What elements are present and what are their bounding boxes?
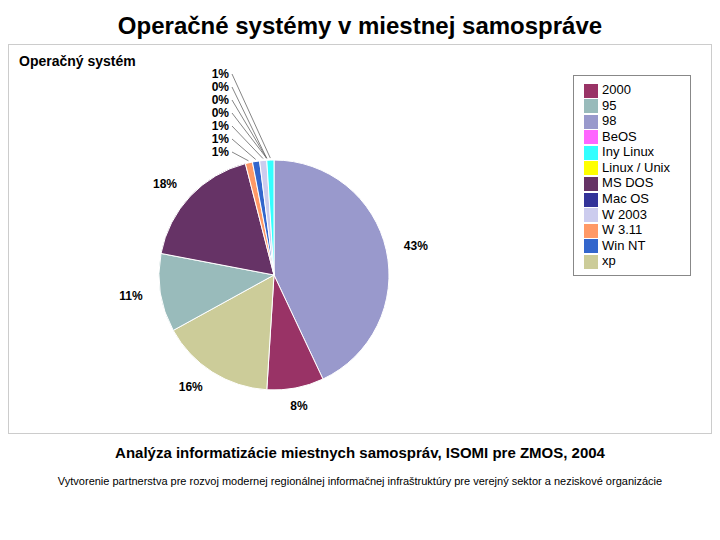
svg-text:1%: 1% [212, 119, 230, 133]
html-text:W 3.11: W 3.11 [602, 222, 643, 238]
svg-text:0%: 0% [212, 106, 230, 120]
html-text:Analýza informatizácie miestny: Analýza informatizácie miestnych samospr… [115, 444, 605, 461]
html-text:Iny Linux: Iny Linux [602, 144, 655, 160]
html-text:Win NT: Win NT [602, 237, 646, 253]
html-text:98: 98 [602, 113, 617, 129]
html-text:Vytvorenie partnerstva pre roz: Vytvorenie partnerstva pre rozvoj modern… [57, 475, 663, 487]
svg-text:18%: 18% [153, 177, 177, 191]
svg-text:43%: 43% [404, 239, 428, 253]
html-text:2000: 2000 [602, 82, 631, 97]
html-text:95: 95 [602, 97, 617, 113]
html-text:Linux / Unix: Linux / Unix [602, 159, 670, 175]
html-text:W 2003: W 2003 [602, 206, 647, 222]
html-text:Operačné systémy v miestnej sa: Operačné systémy v miestnej samospráve [117, 12, 603, 39]
svg-text:1%: 1% [212, 145, 230, 159]
html-text:MS DOS: MS DOS [602, 175, 654, 191]
svg-text:1%: 1% [212, 67, 230, 81]
svg-text:0%: 0% [212, 93, 230, 107]
html-text:BeOS: BeOS [602, 128, 637, 144]
svg-text:0%: 0% [212, 80, 230, 94]
svg-text:11%: 11% [119, 289, 143, 303]
html-text:Mac OS: Mac OS [602, 190, 649, 206]
html-text:xp: xp [602, 253, 616, 269]
html-text:Operačný systém: Operačný systém [19, 53, 136, 69]
svg-text:16%: 16% [179, 380, 203, 394]
svg-text:1%: 1% [212, 132, 230, 146]
svg-text:8%: 8% [290, 399, 308, 413]
